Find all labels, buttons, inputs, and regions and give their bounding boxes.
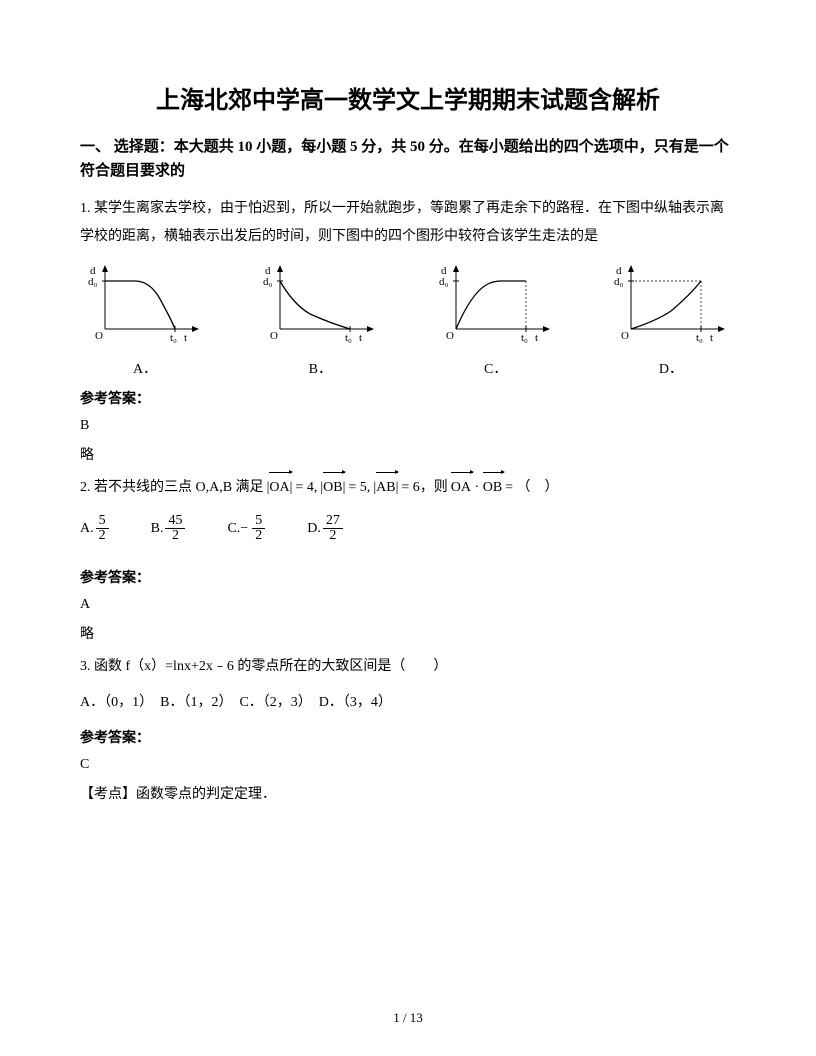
page-number: 1 / 13 — [0, 1010, 816, 1026]
svg-text:t₀: t₀ — [170, 332, 177, 344]
chart-c: d d₀ O t₀ t C． — [431, 259, 561, 378]
chart-d: d d₀ O t₀ t D． — [606, 259, 736, 378]
q2-ob: = 5, — [348, 474, 370, 502]
chart-c-svg: d d₀ O t₀ t — [431, 259, 561, 354]
chart-b-label: B． — [309, 358, 332, 378]
q2-suffix: = （ ） — [505, 474, 558, 502]
chart-b: d d₀ O t₀ t B． — [255, 259, 385, 378]
q2-c-num: 5 — [252, 514, 265, 529]
q2-opt-d-label: D. — [307, 521, 321, 537]
chart-b-svg: d d₀ O t₀ t — [255, 259, 385, 354]
chart-a: d d₀ O t₀ t A． — [80, 259, 210, 378]
q2-opt-b-label: B. — [151, 521, 164, 537]
q2-b-den: 2 — [169, 529, 182, 543]
q2-lue: 略 — [80, 623, 736, 643]
svg-text:t₀: t₀ — [696, 332, 703, 344]
q2-prefix: 2. 若不共线的三点 O,A,B 满足 — [80, 474, 264, 502]
q2-c-den: 2 — [252, 529, 265, 543]
q3-answer: C — [80, 757, 736, 773]
svg-text:t₀: t₀ — [521, 332, 528, 344]
svg-text:t: t — [184, 332, 187, 344]
q2-answer-label: 参考答案： — [80, 567, 736, 587]
q2-opt-b: B. 452 — [151, 514, 188, 543]
chart-d-label: D． — [659, 358, 683, 378]
q3-note: 【考点】函数零点的判定定理． — [80, 783, 736, 803]
svg-text:O: O — [270, 330, 278, 342]
q1-answer-label: 参考答案： — [80, 388, 736, 408]
svg-text:O: O — [621, 330, 629, 342]
q1-text: 1. 某学生离家去学校，由于怕迟到，所以一开始就跑步，等跑累了再走余下的路程．在… — [80, 195, 736, 251]
q3-options: A．（0，1） B．（1，2） C．（2，3） D．（3，4） — [80, 689, 736, 717]
q1-lue: 略 — [80, 444, 736, 464]
q2-d-num: 27 — [323, 514, 343, 529]
chart-a-label: A． — [133, 358, 157, 378]
chart-a-svg: d d₀ O t₀ t — [80, 259, 210, 354]
q2-oa: = 4, — [295, 474, 317, 502]
q2-a-den: 2 — [96, 529, 109, 543]
svg-text:d₀: d₀ — [263, 276, 273, 288]
svg-text:t: t — [535, 332, 538, 344]
q2-opt-a: A. 52 — [80, 514, 111, 543]
svg-text:O: O — [446, 330, 454, 342]
q2-opt-c-label: C. — [227, 521, 240, 537]
q2-answer: A — [80, 597, 736, 613]
q1-charts: d d₀ O t₀ t A． d d₀ O t₀ t B． — [80, 259, 736, 378]
page-title: 上海北郊中学高一数学文上学期期末试题含解析 — [80, 80, 736, 115]
svg-text:t: t — [710, 332, 713, 344]
q2-text: 2. 若不共线的三点 O,A,B 满足 |OA|= 4, |OB|= 5, |A… — [80, 474, 736, 502]
q2-ab: = 6 — [401, 474, 419, 502]
q2-opt-a-label: A. — [80, 521, 94, 537]
q2-options: A. 52 B. 452 C. − 52 D. 272 — [80, 514, 736, 543]
svg-text:t: t — [359, 332, 362, 344]
q3-answer-label: 参考答案： — [80, 727, 736, 747]
q2-opt-d: D. 272 — [307, 514, 345, 543]
svg-text:d₀: d₀ — [88, 276, 98, 288]
q2-opt-c: C. − 52 — [227, 514, 267, 543]
q3-text: 3. 函数 f（x）=lnx+2x﹣6 的零点所在的大致区间是（ ） — [80, 653, 736, 681]
svg-text:d₀: d₀ — [614, 276, 624, 288]
q2-b-num: 45 — [165, 514, 185, 529]
svg-text:t₀: t₀ — [345, 332, 352, 344]
q1-answer: B — [80, 418, 736, 434]
chart-d-svg: d d₀ O t₀ t — [606, 259, 736, 354]
svg-text:d₀: d₀ — [439, 276, 449, 288]
svg-text:O: O — [95, 330, 103, 342]
q2-a-num: 5 — [96, 514, 109, 529]
section-header: 一、 选择题：本大题共 10 小题，每小题 5 分，共 50 分。在每小题给出的… — [80, 135, 736, 183]
q2-mid: ，则 — [420, 474, 448, 502]
chart-c-label: C． — [484, 358, 507, 378]
q2-d-den: 2 — [326, 529, 339, 543]
